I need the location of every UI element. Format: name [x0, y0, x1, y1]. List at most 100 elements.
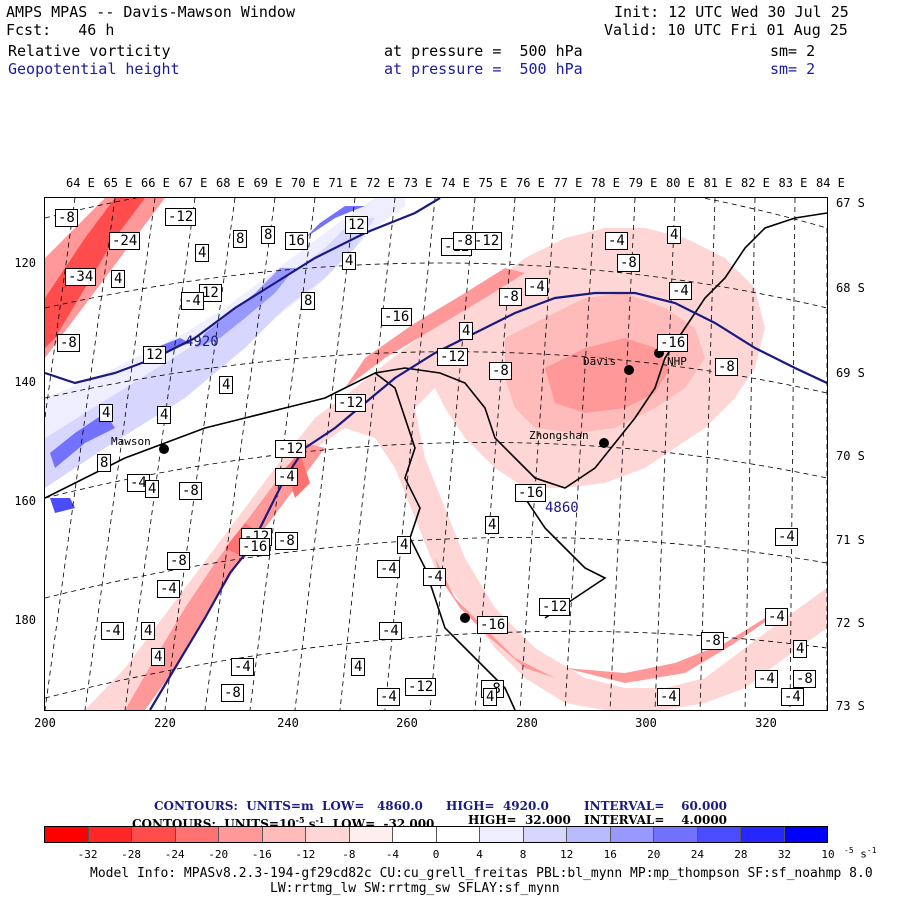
vorticity-contour-label: -4	[157, 580, 180, 598]
colorbar-label: -12	[295, 848, 316, 861]
colorbar-swatch	[741, 827, 785, 842]
lon-label: 71 E	[328, 176, 358, 190]
vorticity-contour-label: 4	[99, 404, 114, 422]
colorbar-label: 12	[560, 848, 574, 861]
vorticity-contour-label: -16	[381, 308, 413, 326]
colorbar-swatch	[567, 827, 611, 842]
vorticity-contour-label: -12	[405, 678, 437, 696]
lon-label: 73 E	[403, 176, 433, 190]
colorbar-label: 32	[777, 848, 792, 861]
y-tick: 140	[14, 375, 36, 389]
colorbar-swatch	[349, 827, 393, 842]
lon-label: 74 E	[441, 176, 470, 190]
lon-label: 81 E	[703, 176, 733, 190]
vorticity-contour-label: 4	[485, 516, 500, 534]
plot-title: AMPS MPAS -- Davis-Mawson Window	[6, 3, 295, 21]
lon-label: 68 E	[216, 176, 245, 190]
station-south-dot	[460, 613, 470, 623]
vorticity-contour-label: -8	[221, 684, 244, 702]
vorticity-contour-label: -16	[239, 538, 271, 556]
vorticity-contour-label: 4	[397, 536, 412, 554]
vorticity-contour-interval: INTERVAL= 4.0000	[584, 813, 728, 827]
station-zhongshan-dot	[599, 438, 609, 448]
height-label-4920: 4920	[185, 334, 219, 350]
lon-label: 64 E	[66, 176, 95, 190]
vorticity-contour-label: 8	[261, 226, 276, 244]
colorbar-label: 16	[603, 848, 617, 861]
lat-label: 68 S	[836, 281, 865, 295]
vorticity-contour-label: -12	[275, 440, 307, 458]
colorbar-swatch	[480, 827, 524, 842]
height-label-4860: 4860	[545, 500, 579, 516]
field1-name: Relative vorticity	[8, 42, 171, 60]
x-tick: 240	[277, 716, 299, 730]
vorticity-contour-label: -4	[657, 688, 680, 706]
lon-label: 80 E	[666, 176, 695, 190]
x-tick: 320	[755, 716, 777, 730]
vorticity-contour-label: 4	[483, 688, 498, 706]
vorticity-contour-label: -8	[489, 362, 512, 380]
lat-label: 70 S	[836, 449, 865, 463]
lon-label: 69 E	[253, 176, 283, 190]
colorbar-swatch	[393, 827, 437, 842]
vorticity-contour-label: -4	[781, 688, 804, 706]
colorbar-label: -28	[121, 848, 142, 861]
vorticity-contour-label: -8	[167, 552, 190, 570]
vorticity-contour-label: 4	[157, 406, 172, 424]
y-tick: 120	[14, 256, 36, 270]
lon-label: 78 E	[591, 176, 620, 190]
vorticity-contour-label: 4	[151, 648, 166, 666]
station-zhongshan-label: Zhongshan	[529, 429, 589, 442]
vorticity-contour-label: -4	[377, 560, 400, 578]
vorticity-contour-label: 4	[219, 376, 234, 394]
x-tick: 300	[635, 716, 657, 730]
colorbar-swatch	[132, 827, 176, 842]
x-tick: 220	[154, 716, 176, 730]
vort-units-s: s	[304, 817, 316, 831]
vorticity-contour-label: -8	[701, 632, 724, 650]
vorticity-contour-label: -8	[179, 482, 202, 500]
vorticity-contour-label: -4	[379, 622, 402, 640]
lon-label: 76 E	[516, 176, 545, 190]
coastline	[45, 212, 827, 710]
vorticity-contour-label: 4	[459, 322, 474, 340]
model-info: Model Info: MPASv8.2.3-194-gf29cd82c CU:…	[90, 866, 873, 881]
field2-level: at pressure = 500 hPa	[384, 60, 583, 78]
vorticity-contour-label: 12	[345, 216, 368, 234]
lon-label: 79 E	[628, 176, 658, 190]
field2-smoothing: sm= 2	[770, 60, 816, 78]
station-mawson-dot	[159, 444, 169, 454]
vorticity-contour-label: -4	[605, 232, 628, 250]
vorticity-contour-label: 4	[342, 252, 357, 270]
colorbar-swatch	[306, 827, 350, 842]
vorticity-contour-label: -4	[377, 688, 400, 706]
vorticity-contour-label: -12	[437, 348, 469, 366]
colorbar-label: 0	[432, 848, 440, 861]
lon-label: 65 E	[103, 176, 133, 190]
colorbar-label: 4	[476, 848, 483, 861]
vorticity-contour-label: 4	[351, 658, 366, 676]
vort-units-exp2: -1	[315, 815, 325, 825]
field2-name: Geopotential height	[8, 60, 180, 78]
vorticity-contour-label: 4	[793, 640, 808, 658]
colorbar	[44, 826, 828, 843]
model-info-2: LW:rrtmg_lw SW:rrtmg_sw SFLAY:sf_mynn	[270, 881, 560, 896]
colorbar-label: -8	[342, 848, 356, 861]
vorticity-contour-label: -12	[165, 208, 197, 226]
vorticity-contour-label: -4	[525, 278, 548, 296]
y-tick: 180	[14, 613, 36, 627]
colorbar-label: -32	[77, 848, 98, 861]
colorbar-swatch	[262, 827, 306, 842]
vorticity-contour-label: -12	[539, 598, 571, 616]
colorbar-label: 10	[821, 848, 835, 861]
vorticity-contour-label: -8	[275, 532, 298, 550]
geopotential-contours	[45, 198, 827, 710]
vorticity-contour-label: -34	[65, 268, 97, 286]
vorticity-contour-label: -16	[515, 484, 547, 502]
vorticity-contour-label: 12	[199, 284, 222, 302]
vorticity-contour-label: 12	[143, 346, 166, 364]
colorbar-swatch	[175, 827, 219, 842]
vorticity-contour-label: -4	[423, 568, 446, 586]
vorticity-contour-label: 8	[233, 230, 248, 248]
vort-units-exp: -5	[295, 815, 305, 825]
